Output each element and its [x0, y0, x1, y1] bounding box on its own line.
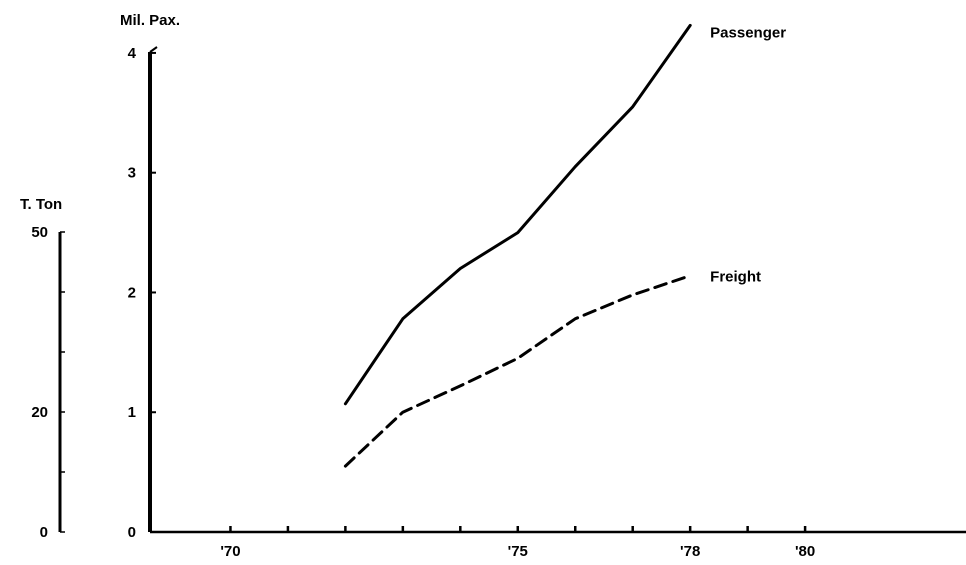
x-tick-label: '78	[680, 543, 700, 560]
secondary-axis-title: T. Ton	[20, 196, 62, 213]
x-tick-label: '70	[220, 543, 240, 560]
y-tick-label: 1	[128, 404, 136, 421]
series-line-freight	[343, 274, 692, 468]
secondary-y-tick-label: 0	[40, 524, 48, 541]
y-axis-top-cap	[149, 46, 158, 53]
primary-axis-title: Mil. Pax.	[120, 12, 180, 29]
series-line-passenger	[343, 23, 692, 406]
y-tick-label: 2	[128, 284, 136, 301]
secondary-y-tick-label: 20	[31, 404, 48, 421]
y-tick-label: 3	[128, 165, 136, 182]
series-label-freight: Freight	[710, 269, 761, 286]
x-tick-label: '75	[508, 543, 528, 560]
secondary-y-tick-label: 50	[31, 224, 48, 241]
axes: '70 '75 '78 '80 0 1 2 3 4 0 20 50	[31, 45, 966, 560]
series-label-passenger: Passenger	[710, 24, 786, 41]
x-tick-label: '80	[795, 543, 815, 560]
y-tick-label: 4	[128, 45, 137, 62]
series-layer: Passenger Freight	[343, 23, 786, 468]
y-tick-label: 0	[128, 524, 136, 541]
